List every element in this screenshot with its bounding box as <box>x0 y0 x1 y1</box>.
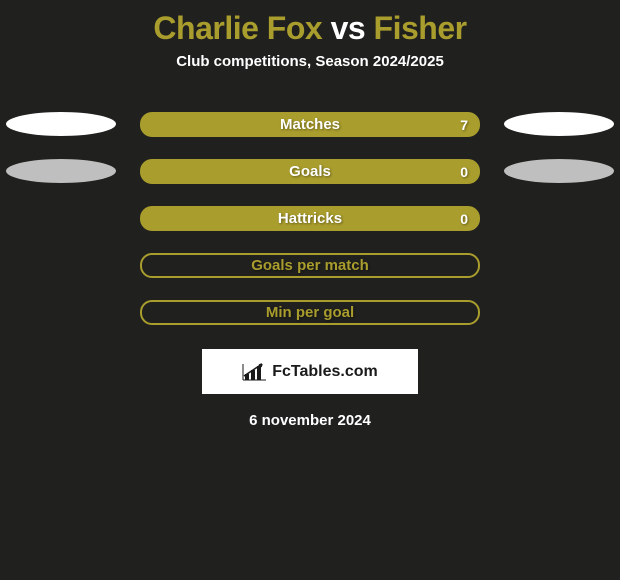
player2-name: Fisher <box>374 10 467 46</box>
stat-label: Goals <box>289 163 331 180</box>
stat-row: Hattricks 0 <box>0 206 620 231</box>
player1-stat-ellipse <box>6 159 116 183</box>
stat-bar: Goals 0 <box>140 159 480 184</box>
attribution-box: FcTables.com <box>202 349 418 394</box>
player1-stat-ellipse <box>6 112 116 136</box>
player2-stat-ellipse <box>504 112 614 136</box>
stats-list: Matches 7 Goals 0 Hattricks 0 Goals per match M… <box>0 112 620 325</box>
stat-label: Hattricks <box>278 210 342 227</box>
stat-row: Goals 0 <box>0 159 620 184</box>
stat-bar: Min per goal <box>140 300 480 325</box>
page-title: Charlie Fox vs Fisher <box>0 0 620 47</box>
stat-row: Min per goal <box>0 300 620 325</box>
attribution-text: FcTables.com <box>272 363 378 381</box>
player2-stat-ellipse <box>504 159 614 183</box>
chart-icon <box>242 362 268 382</box>
stat-bar: Hattricks 0 <box>140 206 480 231</box>
stat-label: Min per goal <box>266 304 354 321</box>
stat-value: 7 <box>460 117 468 133</box>
stat-value: 0 <box>460 211 468 227</box>
footer-date: 6 november 2024 <box>0 412 620 429</box>
stat-value: 0 <box>460 164 468 180</box>
stat-label: Matches <box>280 116 340 133</box>
vs-text: vs <box>331 10 366 46</box>
stat-bar: Matches 7 <box>140 112 480 137</box>
stat-row: Goals per match <box>0 253 620 278</box>
player1-name: Charlie Fox <box>153 10 322 46</box>
stats-comparison-card: Charlie Fox vs Fisher Club competitions,… <box>0 0 620 580</box>
stat-bar: Goals per match <box>140 253 480 278</box>
stat-row: Matches 7 <box>0 112 620 137</box>
stat-label: Goals per match <box>251 257 369 274</box>
subtitle: Club competitions, Season 2024/2025 <box>0 53 620 70</box>
